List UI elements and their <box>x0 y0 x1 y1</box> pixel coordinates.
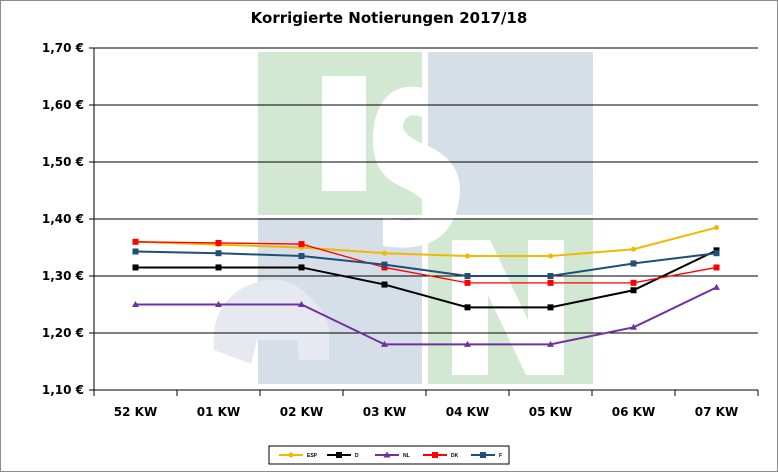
y-tick-label: 1,20 € <box>42 326 84 340</box>
data-point-d <box>547 304 554 311</box>
x-tick-label: 52 KW <box>114 405 157 419</box>
data-point-esp <box>631 246 636 252</box>
legend-label: F <box>499 453 502 459</box>
legend-item-dk: DK <box>423 452 459 459</box>
data-point-f <box>381 261 388 268</box>
data-point-f <box>464 273 471 279</box>
legend: ESP D NL DK F <box>268 445 510 465</box>
data-point-d <box>464 304 471 311</box>
data-point-esp <box>548 253 553 259</box>
x-tick-label: 03 KW <box>363 405 406 419</box>
legend-label: D <box>355 453 359 459</box>
y-tick-label: 1,70 € <box>42 41 84 55</box>
data-point-d <box>298 264 305 271</box>
legend-label: DK <box>451 453 459 459</box>
data-point-nl <box>547 340 554 347</box>
x-tick-label: 07 KW <box>695 405 738 419</box>
watermark-letter-s <box>372 86 460 248</box>
legend-swatch-marker <box>383 451 391 458</box>
data-point-nl <box>464 340 471 347</box>
data-point-f <box>215 250 222 257</box>
data-point-d <box>215 264 222 271</box>
data-point-nl <box>215 301 222 307</box>
data-point-nl <box>713 283 720 290</box>
legend-swatch-marker <box>480 452 486 458</box>
y-tick-label: 1,30 € <box>42 269 84 283</box>
legend-swatch-marker <box>288 452 294 458</box>
legend-label: NL <box>403 453 410 459</box>
x-tick-label: 02 KW <box>280 405 323 419</box>
y-tick-label: 1,40 € <box>42 212 84 226</box>
data-point-dk <box>464 279 471 286</box>
gridlines: 1,10 € 1,20 € 1,30 € 1,40 € 1,50 € 1,60 € 1,70… <box>42 41 758 397</box>
data-point-dk <box>215 239 222 246</box>
data-point-nl <box>381 340 388 347</box>
series-line-d <box>135 249 717 309</box>
data-point-nl <box>298 301 305 307</box>
data-point-nl <box>630 323 637 330</box>
watermark-letter-i <box>322 76 366 191</box>
data-point-dk <box>298 241 305 248</box>
legend-item-nl: NL <box>375 451 410 459</box>
y-tick-label: 1,50 € <box>42 155 84 169</box>
data-point-f <box>132 248 139 255</box>
data-point-f <box>547 273 554 279</box>
data-point-esp <box>714 225 719 231</box>
data-point-f <box>630 260 637 267</box>
legend-item-d: D <box>327 452 359 459</box>
y-tick-label: 1,60 € <box>42 98 84 112</box>
legend-swatch-marker <box>336 452 342 458</box>
data-point-d <box>132 264 139 271</box>
axes: 52 KW 01 KW 02 KW 03 KW 04 KW 05 KW 06 KW 07 KW <box>93 48 759 419</box>
data-point-d <box>381 281 388 288</box>
x-tick-label: 04 KW <box>446 405 489 419</box>
watermark-pig-silhouette <box>213 279 329 364</box>
data-point-dk <box>630 279 637 286</box>
series-line-f <box>135 250 717 277</box>
isn-watermark-logo <box>213 52 593 384</box>
series-nl <box>132 283 720 347</box>
legend-item-esp: ESP <box>279 452 318 459</box>
series-line-esp <box>135 226 717 258</box>
data-point-dk <box>132 238 139 245</box>
legend-label: ESP <box>307 453 318 459</box>
y-tick-label: 1,10 € <box>42 383 84 397</box>
data-point-nl <box>132 301 139 307</box>
legend-item-f: F <box>471 452 502 459</box>
data-point-f <box>298 253 305 260</box>
data-point-esp <box>382 250 387 256</box>
data-point-f <box>713 250 720 257</box>
series-line-nl <box>135 286 717 346</box>
chart-title: Korrigierte Notierungen 2017/18 <box>250 9 528 27</box>
series-f <box>132 248 720 279</box>
x-tick-label: 05 KW <box>529 405 572 419</box>
legend-swatch-marker <box>432 452 438 458</box>
series-line-dk <box>135 241 717 284</box>
data-point-d <box>630 287 637 294</box>
x-tick-label: 01 KW <box>197 405 240 419</box>
data-point-esp <box>465 253 470 259</box>
data-point-dk <box>547 279 554 286</box>
data-point-dk <box>713 264 720 271</box>
series-d <box>132 247 720 311</box>
x-tick-label: 06 KW <box>612 405 655 419</box>
series-layer <box>132 225 720 347</box>
